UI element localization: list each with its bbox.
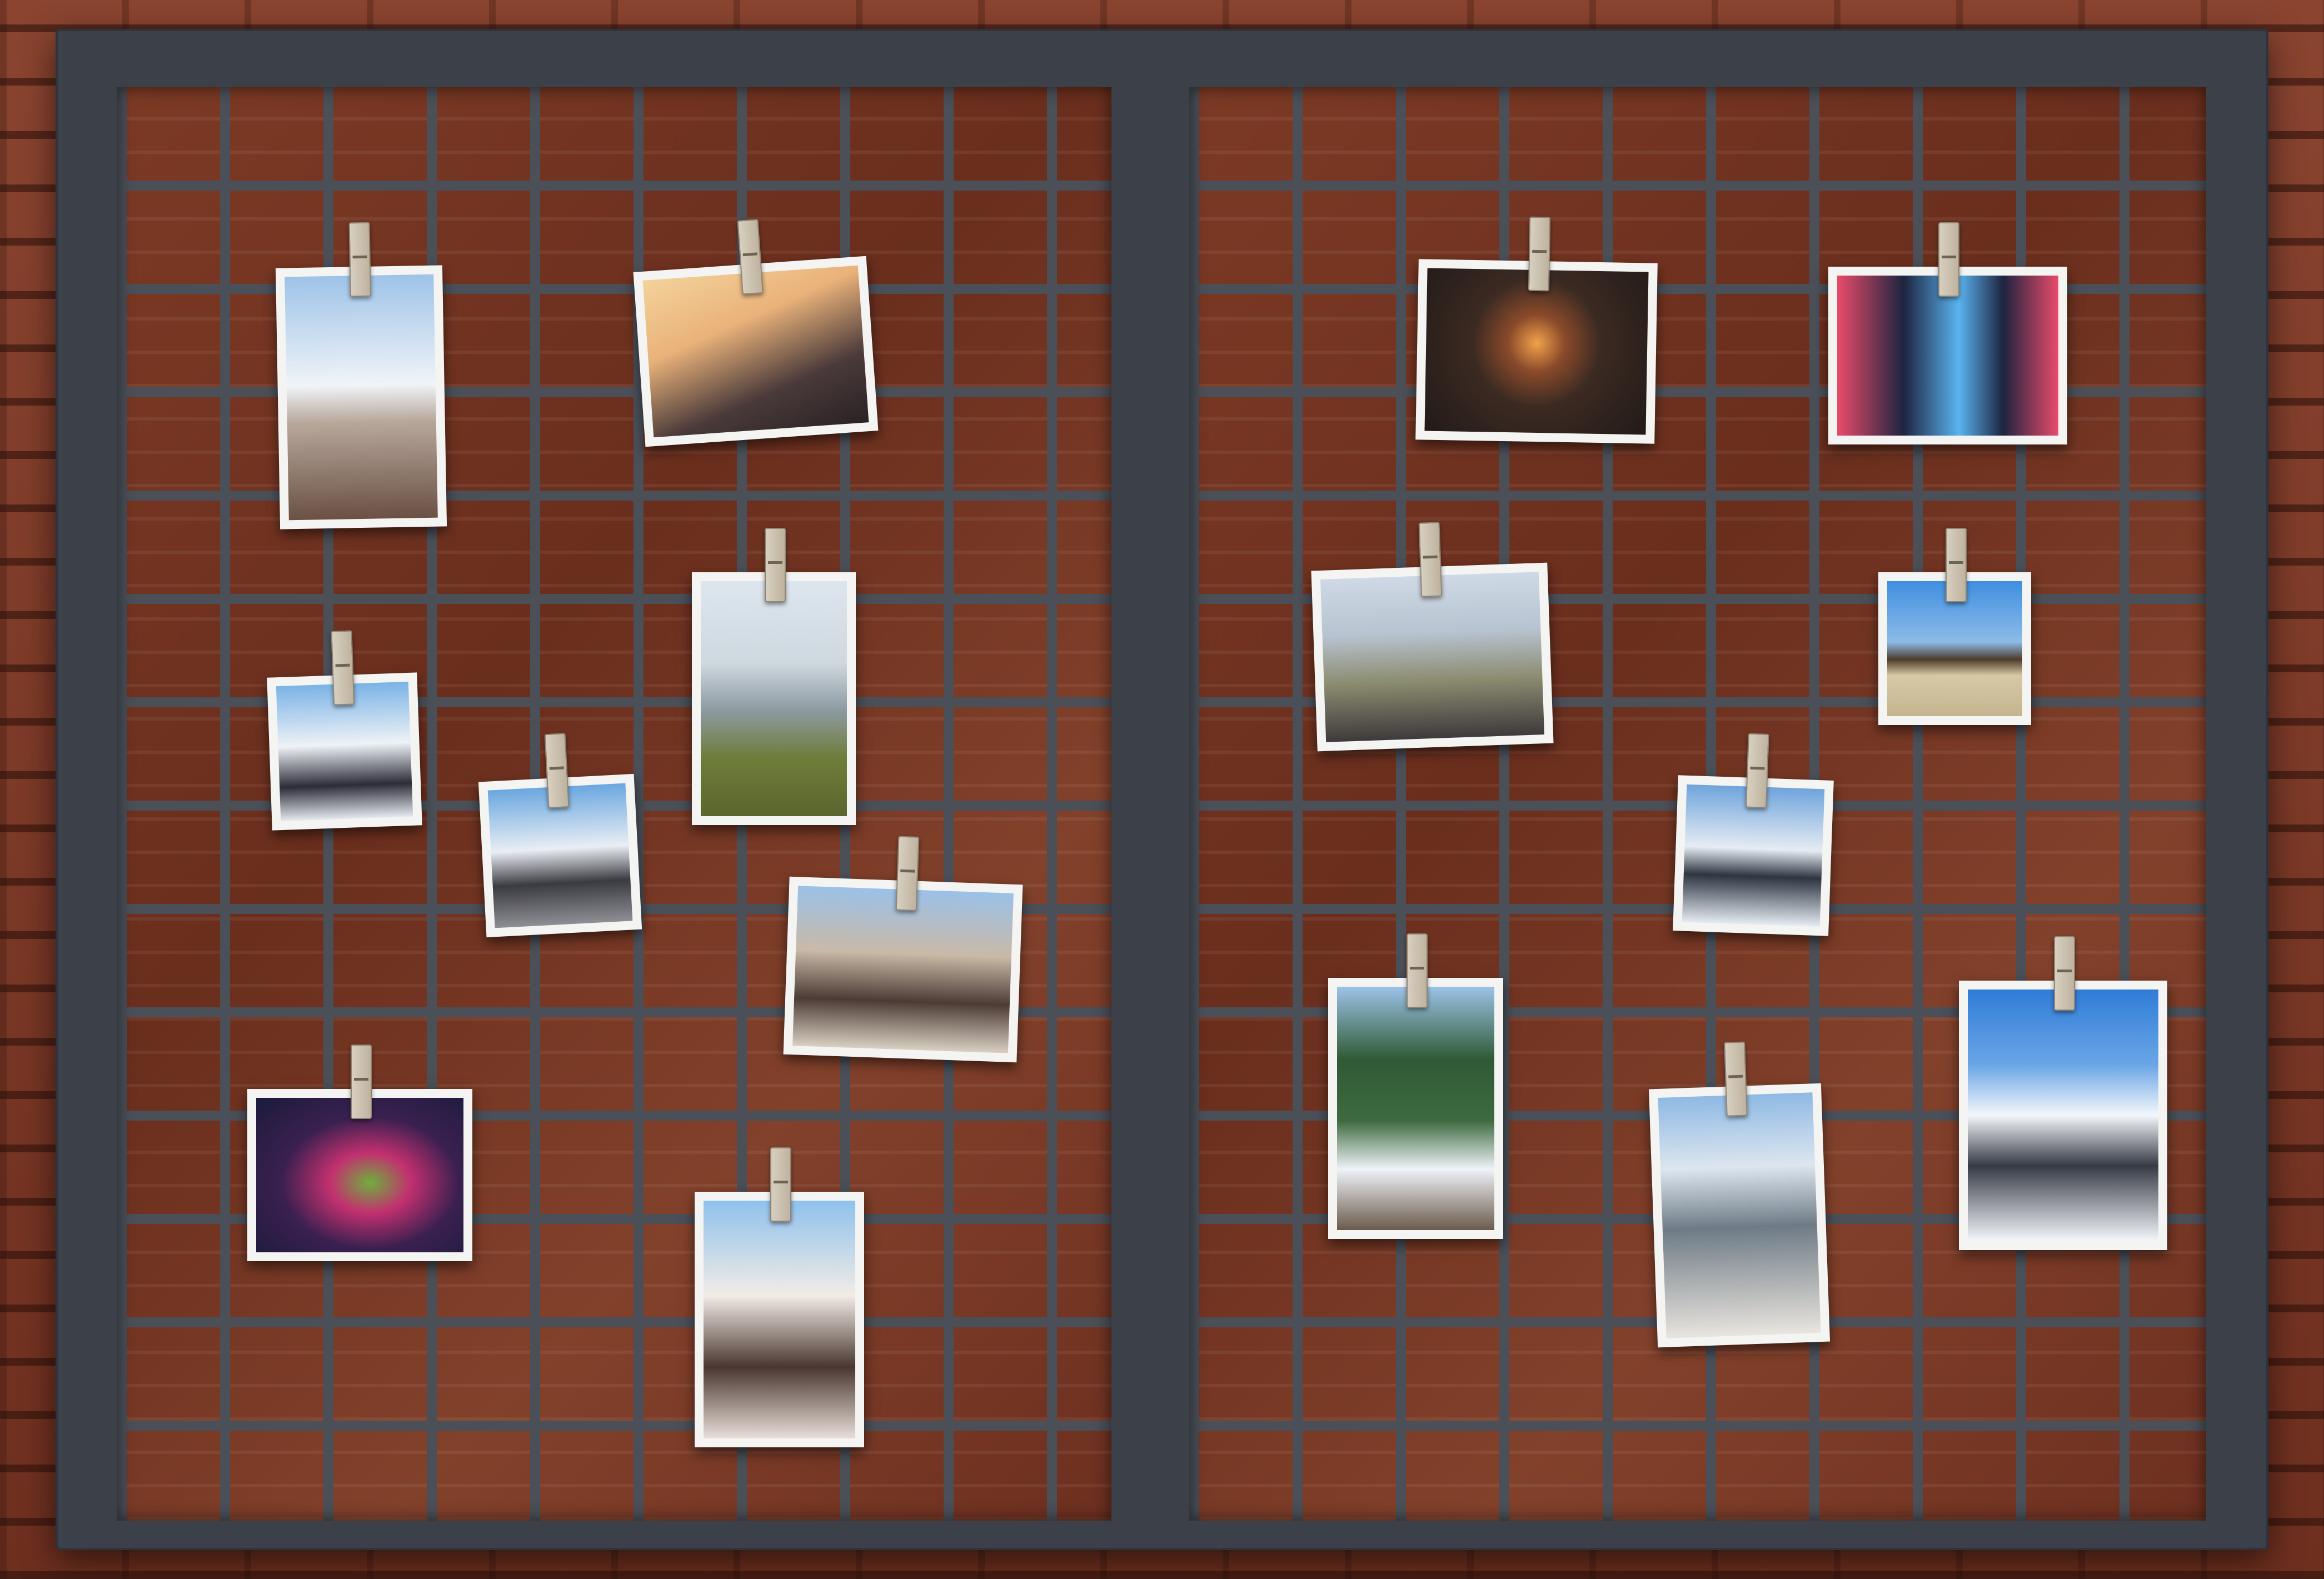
photo-city-night[interactable]	[1828, 222, 2067, 444]
photo-mountain-ridge[interactable]	[275, 222, 447, 529]
photo-image	[256, 1098, 463, 1252]
photo-image	[1968, 990, 2158, 1241]
photo-bridge-sunset[interactable]	[633, 219, 879, 447]
clothespin	[2053, 936, 2075, 1011]
photo-campfire[interactable]	[1415, 216, 1658, 444]
photo-couple-lake[interactable]	[1311, 522, 1554, 752]
clothespin	[1724, 1041, 1748, 1117]
photo-image	[285, 274, 438, 521]
photo-group-lake[interactable]	[478, 733, 642, 938]
photo-image	[1837, 276, 2058, 436]
clothespin	[544, 733, 570, 809]
photo-group-snowy-lookout[interactable]	[1673, 733, 1834, 936]
photo-group-selfie[interactable]	[695, 1147, 864, 1447]
clothespin	[1528, 216, 1551, 292]
photo-aurora[interactable]	[247, 1045, 472, 1261]
clothespin	[895, 836, 920, 911]
clothespin	[1945, 528, 1967, 602]
clothespin	[770, 1147, 791, 1222]
photo-image	[1337, 987, 1494, 1230]
photo-image	[1320, 572, 1544, 742]
clothespin	[764, 528, 786, 602]
photo-group-snow-mountains[interactable]	[267, 630, 422, 831]
photo-image	[792, 886, 1014, 1053]
photo-image	[1424, 268, 1649, 435]
photo-person-field[interactable]	[1878, 528, 2031, 725]
clothespin	[331, 630, 355, 706]
clothespin	[1418, 522, 1442, 597]
clothespin	[1746, 733, 1769, 808]
clothespin	[1938, 222, 1959, 297]
photo-image	[704, 1201, 855, 1438]
photo-image	[701, 581, 847, 816]
photo-image	[1658, 1092, 1821, 1338]
clothespin	[1406, 933, 1428, 1008]
photo-mountain-town[interactable]	[1648, 1041, 1831, 1348]
photo-group-town-square[interactable]	[783, 836, 1023, 1063]
clothespin	[350, 1045, 372, 1119]
clothespin	[348, 222, 371, 297]
photo-mountain-valley[interactable]	[692, 528, 856, 825]
photo-snowy-forest[interactable]	[1328, 933, 1503, 1239]
photo-group-frozen-lake[interactable]	[1959, 936, 2167, 1250]
photo-image	[1887, 581, 2022, 716]
